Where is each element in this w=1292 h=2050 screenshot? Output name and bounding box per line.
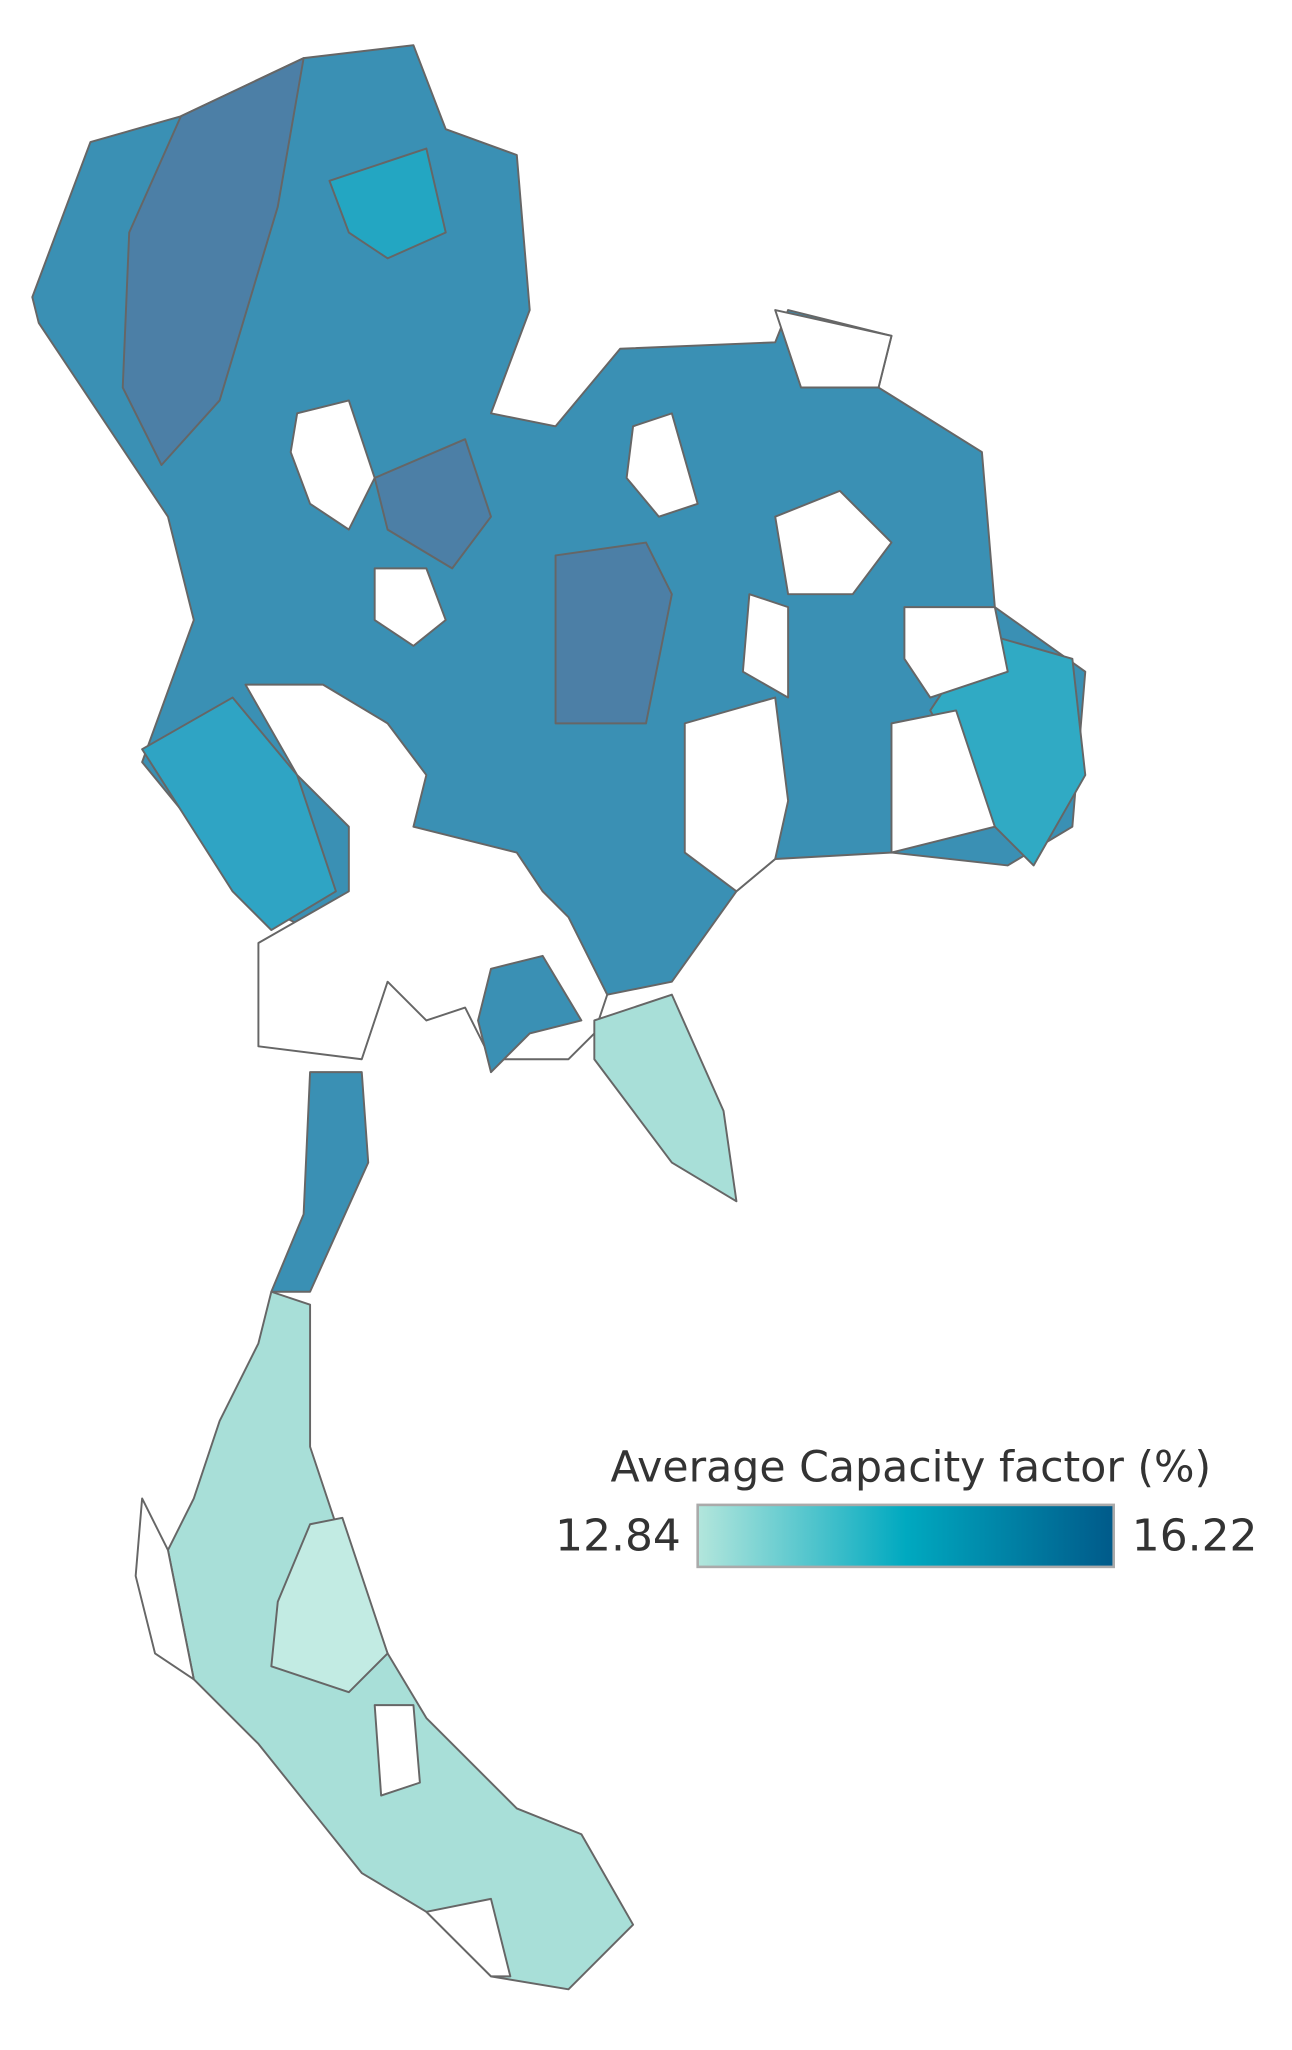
province-no-data [774, 309, 893, 389]
province-no-data [625, 412, 699, 518]
color-scale [696, 1503, 1115, 1569]
province [373, 438, 492, 570]
province-no-data [683, 696, 790, 893]
legend-min: 12.84 [555, 1510, 681, 1561]
province-no-data [425, 1897, 512, 1978]
province [929, 631, 1087, 867]
province [121, 57, 305, 466]
province [270, 1071, 370, 1293]
province-no-data [373, 1704, 421, 1797]
province-no-data [774, 489, 893, 596]
province-no-data [134, 1497, 195, 1681]
legend-max: 16.22 [1132, 1510, 1258, 1561]
province [477, 954, 583, 1074]
province-no-data [373, 567, 447, 647]
province [328, 147, 447, 260]
legend: Average Capacity factor (%) 12.84 16.22 [555, 1443, 1258, 1569]
provinces [31, 44, 1087, 1991]
province-no-data [741, 593, 790, 699]
province-no-data [289, 399, 376, 531]
legend-title: Average Capacity factor (%) [611, 1443, 1212, 1493]
province [554, 541, 673, 725]
province-no-data [903, 606, 1009, 699]
province-no-data [890, 709, 996, 854]
province [141, 696, 337, 932]
province [270, 1516, 389, 1694]
south-region [166, 1290, 635, 1991]
east-coast [593, 993, 738, 1203]
